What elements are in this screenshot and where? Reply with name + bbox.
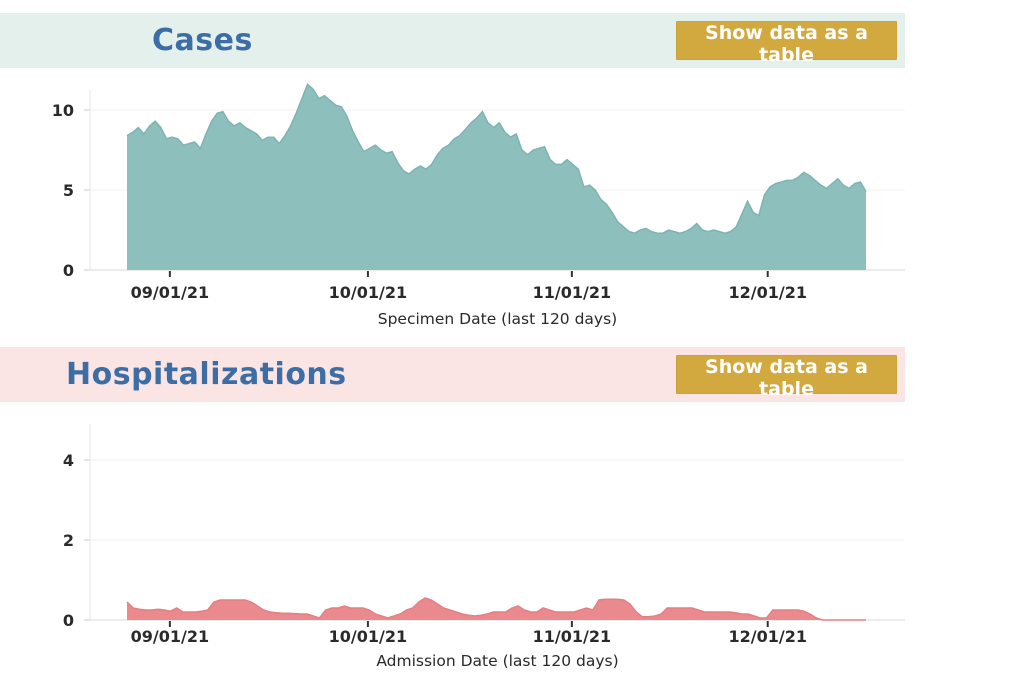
hospitalizations-chart: 0 2 4 09/01/21 10/01/21 11/01/21 12/01/21 Admis… — [63, 424, 905, 670]
x-tick-label: 10/01/21 — [329, 627, 407, 646]
x-tick-label: 12/01/21 — [728, 283, 806, 302]
area-outline — [126, 83, 867, 235]
y-tick-label: 0 — [63, 261, 74, 280]
cases-show-table-button[interactable]: Show data as a table — [676, 21, 897, 66]
y-tick-label: 4 — [63, 451, 74, 470]
x-tick-label: 11/01/21 — [533, 283, 611, 302]
x-tick-label: 09/01/21 — [131, 627, 209, 646]
area-outline — [126, 597, 866, 621]
area-fill — [127, 84, 866, 271]
y-tick-label: 2 — [63, 531, 74, 550]
x-tick-label: 09/01/21 — [131, 283, 209, 302]
hospitalizations-show-table-button[interactable]: Show data as a table — [676, 355, 897, 400]
x-tick-label: 11/01/21 — [533, 627, 611, 646]
cases-header: Cases Show data as a table — [0, 13, 905, 68]
x-axis-title: Specimen Date (last 120 days) — [378, 310, 617, 328]
cases-title: Cases — [152, 23, 253, 58]
y-tick-label: 0 — [63, 611, 74, 630]
hospitalizations-title: Hospitalizations — [66, 357, 347, 392]
x-tick-label: 12/01/21 — [728, 627, 806, 646]
hospitalizations-header: Hospitalizations Show data as a table — [0, 347, 905, 402]
area-fill — [127, 598, 866, 620]
x-tick-label: 10/01/21 — [329, 283, 407, 302]
y-tick-label: 10 — [52, 101, 74, 120]
cases-chart: 0 5 10 09/01/21 10/01/21 11/01/21 12/01/21 Spec… — [52, 83, 905, 328]
y-tick-label: 5 — [63, 181, 74, 200]
x-axis-title: Admission Date (last 120 days) — [376, 652, 618, 670]
